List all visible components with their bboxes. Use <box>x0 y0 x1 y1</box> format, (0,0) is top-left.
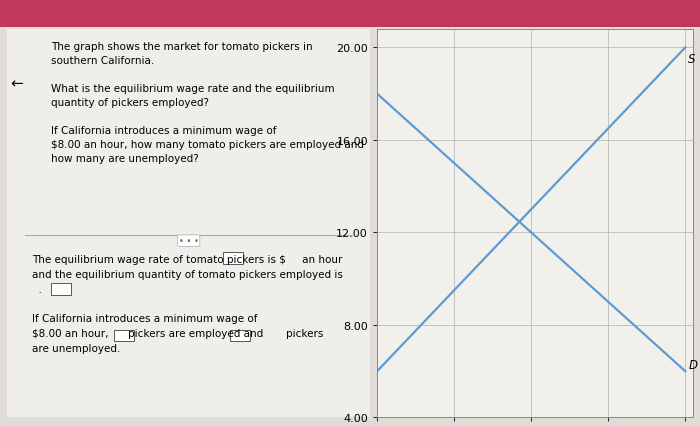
Text: D: D <box>688 358 697 371</box>
Text: S: S <box>688 53 696 66</box>
Text: The graph shows the market for tomato pickers in
southern California.

What is t: The graph shows the market for tomato pi… <box>50 41 363 163</box>
FancyBboxPatch shape <box>223 253 243 265</box>
FancyBboxPatch shape <box>230 330 251 341</box>
FancyBboxPatch shape <box>114 330 134 341</box>
FancyBboxPatch shape <box>50 284 71 295</box>
Text: ←: ← <box>10 77 23 92</box>
Text: • • •: • • • <box>178 236 199 245</box>
Text: The equilibrium wage rate of tomato pickers is $     an hour
and the equilibrium: The equilibrium wage rate of tomato pick… <box>32 255 343 353</box>
Text: Wage rate (dollars per hour): Wage rate (dollars per hour) <box>393 13 570 26</box>
